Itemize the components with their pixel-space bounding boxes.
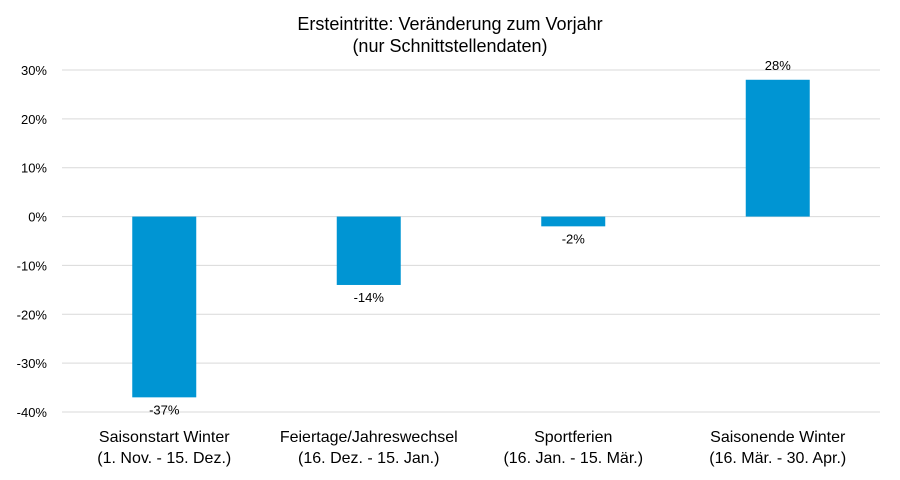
y-tick-label: 20% (21, 112, 47, 127)
data-label: 28% (765, 58, 791, 73)
category-label: (16. Mär. - 30. Apr.) (709, 450, 846, 467)
chart-title-line-2: (nur Schnittstellendaten) (352, 36, 547, 56)
category-label: Sportferien (534, 429, 612, 446)
data-labels: -37% -14% -2% 28% (149, 58, 791, 418)
category-label: (1. Nov. - 15. Dez.) (97, 450, 231, 467)
bars (132, 79, 810, 398)
data-label: -2% (562, 231, 586, 246)
category-label: (16. Jan. - 15. Mär.) (503, 450, 643, 467)
bar (132, 216, 197, 398)
chart-title: Ersteintritte: Veränderung zum Vorjahr(n… (297, 14, 602, 56)
bar (541, 216, 606, 227)
y-tick-label: -40% (17, 405, 48, 420)
y-tick-label: -30% (17, 356, 48, 371)
gridlines (62, 69, 880, 413)
y-tick-label: -10% (17, 258, 48, 273)
category-label: Saisonende Winter (710, 429, 846, 446)
category-label: (16. Dez. - 15. Jan.) (298, 450, 439, 467)
y-axis-ticks: 30% 20% 10% 0% -10% -20% -30% -40% (17, 63, 48, 420)
bar (745, 79, 810, 217)
category-labels: Saisonstart Winter (1. Nov. - 15. Dez.) Fe… (97, 429, 846, 467)
y-tick-label: -20% (17, 307, 48, 322)
chart-title-line-1: Ersteintritte: Veränderung zum Vorjahr (297, 14, 602, 34)
y-tick-label: 30% (21, 63, 47, 78)
y-tick-label: 10% (21, 161, 47, 176)
y-tick-label: 0% (28, 210, 47, 225)
category-label: Feiertage/Jahreswechsel (280, 429, 458, 446)
bar (336, 216, 401, 285)
category-label: Saisonstart Winter (99, 429, 230, 446)
data-label: -14% (354, 290, 385, 305)
data-label: -37% (149, 402, 180, 417)
